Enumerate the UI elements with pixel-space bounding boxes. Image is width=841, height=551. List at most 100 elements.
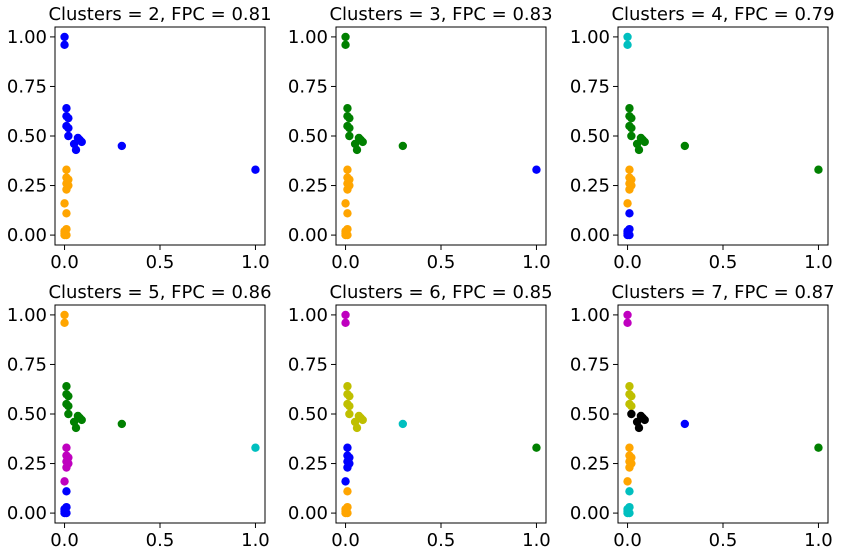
cluster-series-2 [60, 165, 73, 240]
data-point [341, 310, 350, 320]
data-point [62, 165, 71, 174]
data-point [627, 123, 636, 133]
subplot-title: Clusters = 2, FPC = 0.81 [48, 4, 271, 25]
data-point [343, 165, 352, 174]
data-point [71, 145, 81, 155]
data-point [62, 487, 71, 496]
y-tick-label: 0.50 [288, 404, 328, 425]
y-tick-label: 0.50 [7, 404, 47, 425]
cluster-series-3 [627, 409, 649, 433]
y-tick-label: 0.25 [288, 176, 328, 197]
x-tick-label: 0.5 [709, 252, 738, 273]
data-point [62, 443, 71, 452]
data-point [341, 230, 350, 240]
data-point [64, 409, 73, 419]
data-point [77, 415, 86, 425]
cluster-series-1 [60, 310, 69, 328]
y-tick-label: 1.00 [7, 27, 47, 48]
y-tick-label: 1.00 [288, 27, 328, 48]
cluster-series-1 [341, 310, 350, 328]
subplot-title: Clusters = 5, FPC = 0.86 [48, 282, 271, 303]
data-point [64, 123, 73, 133]
data-point [634, 423, 644, 433]
y-tick-label: 0.50 [7, 126, 47, 147]
y-tick-label: 0.25 [288, 454, 328, 475]
subplot-title: Clusters = 4, FPC = 0.79 [611, 4, 834, 25]
data-point [62, 463, 71, 472]
y-tick-label: 0.00 [570, 225, 610, 246]
y-tick-label: 0.00 [7, 503, 47, 524]
y-tick-label: 0.50 [570, 126, 610, 147]
data-point [627, 401, 636, 411]
data-point [345, 131, 354, 141]
data-point [640, 415, 649, 425]
x-tick-label: 1.0 [522, 252, 551, 273]
data-point [640, 137, 649, 147]
y-tick-label: 1.00 [288, 305, 328, 326]
cluster-series-4 [623, 209, 634, 240]
cluster-series-3 [398, 419, 408, 429]
cluster-series-3 [251, 443, 260, 452]
cluster-series-1 [623, 32, 632, 50]
x-tick-label: 1.0 [241, 530, 270, 551]
y-tick-label: 0.25 [570, 454, 610, 475]
cluster-series-1 [60, 32, 260, 174]
data-point [343, 463, 352, 472]
data-point [625, 463, 634, 472]
data-point [62, 104, 71, 113]
data-point [627, 113, 636, 123]
subplot-1: Clusters = 2, FPC = 0.81 0.0 0.5 1.0 0.00 0.2… [7, 4, 272, 273]
data-point [77, 137, 86, 147]
data-point [352, 423, 362, 433]
data-point [358, 415, 367, 425]
cluster-series-2 [625, 382, 636, 411]
data-point [117, 141, 127, 151]
data-point [341, 508, 350, 518]
data-point [343, 104, 352, 113]
data-point [627, 409, 636, 419]
data-point [60, 310, 69, 320]
subplot-5: Clusters = 6, FPC = 0.85 0.0 0.5 1.0 0.00 0.2… [288, 282, 553, 551]
cluster-series-3 [623, 165, 636, 208]
cluster-series-1 [623, 310, 632, 328]
data-point [64, 391, 73, 401]
subplot-title: Clusters = 7, FPC = 0.87 [611, 282, 834, 303]
cluster-series-1 [341, 32, 408, 155]
data-point [341, 318, 350, 328]
y-tick-label: 1.00 [570, 305, 610, 326]
x-tick-label: 0.0 [331, 252, 360, 273]
axes-frame [335, 304, 547, 524]
axes-frame [54, 304, 266, 524]
data-point [625, 185, 634, 194]
data-point [64, 113, 73, 123]
y-tick-label: 0.75 [7, 354, 47, 375]
cluster-series-3 [341, 165, 354, 240]
data-point [341, 32, 350, 42]
data-point [623, 199, 632, 208]
data-point [680, 419, 690, 429]
cluster-series-6 [341, 487, 352, 518]
data-point [345, 113, 354, 123]
cluster-series-4 [680, 419, 690, 429]
data-point [627, 391, 636, 401]
data-point [341, 40, 350, 50]
data-point [343, 209, 352, 218]
data-point [62, 209, 71, 218]
axes-frame [335, 26, 547, 246]
data-point [625, 382, 634, 391]
data-point [117, 419, 127, 429]
x-tick-label: 0.5 [146, 530, 175, 551]
data-point [71, 423, 81, 433]
y-tick-label: 1.00 [570, 27, 610, 48]
data-point [60, 477, 69, 486]
y-tick-label: 0.25 [7, 176, 47, 197]
data-point [358, 137, 367, 147]
data-point [343, 185, 352, 194]
data-point [345, 123, 354, 133]
data-point [343, 487, 352, 496]
x-tick-label: 0.5 [427, 530, 456, 551]
y-tick-label: 0.75 [288, 76, 328, 97]
subplot-2: Clusters = 3, FPC = 0.83 0.0 0.5 1.0 0.00 0.2… [288, 4, 553, 273]
x-tick-label: 0.0 [613, 252, 642, 273]
y-tick-label: 1.00 [7, 305, 47, 326]
